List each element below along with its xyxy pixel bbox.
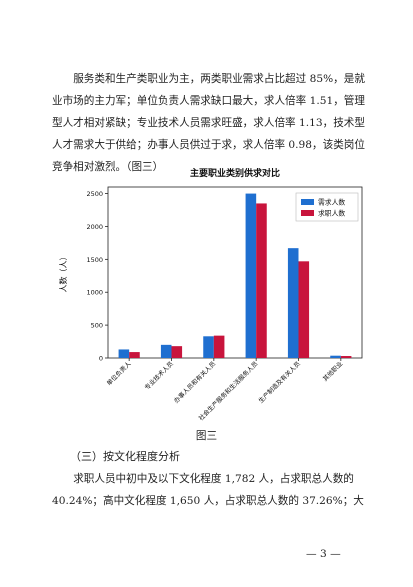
y-tick-label: 500 [91, 322, 103, 330]
bar-jobseeker [340, 356, 352, 358]
page-number: — 3 — [306, 548, 341, 560]
legend-label: 需求人数 [318, 198, 345, 207]
x-tick-label: 办事人员和有关人员 [172, 360, 217, 405]
bar-demand [287, 248, 299, 358]
x-tick-label: 生产制造及有关人员 [257, 360, 302, 405]
bar-demand [118, 349, 130, 358]
bar-jobseeker [298, 261, 310, 358]
y-tick-label: 1000 [86, 289, 103, 297]
bar-demand [245, 193, 257, 358]
x-tick-label: 单位负责人 [105, 360, 133, 388]
bar-demand [160, 344, 172, 358]
bar-demand [330, 355, 341, 358]
chart-title: 主要职业类别供求对比 [190, 167, 280, 179]
bar-jobseeker [129, 352, 140, 358]
x-tick-label: 其他职业 [321, 360, 344, 383]
body-paragraph-1: 服务类和生产类职业为主，两类职业需求占比超过 85%，是就业市场的主力军；单位负… [52, 73, 365, 173]
y-tick-label: 0 [99, 355, 103, 363]
figure-caption: 图三 [195, 430, 218, 442]
supply-demand-chart: 主要职业类别供求对比 0 500 1000 1500 2000 2500 人数（人） 单位负责人… [52, 165, 367, 425]
section-heading: （三）按文化程度分析 [70, 450, 180, 463]
x-tick-label: 专业技术人员 [143, 360, 175, 392]
y-axis-label: 人数（人） [58, 253, 68, 293]
y-tick-label: 2000 [86, 223, 103, 231]
bar-jobseeker [213, 335, 225, 358]
body-paragraph-2: 求职人员中初中及以下文化程度 1,782 人，占求职总人数的 40.24%；高中… [52, 473, 364, 507]
legend-box [295, 192, 359, 222]
legend-swatch [301, 199, 314, 205]
bar-demand [203, 336, 214, 358]
y-tick-label: 2500 [86, 190, 103, 198]
plot-frame [107, 186, 363, 359]
chart-svg: 主要职业类别供求对比 0 500 1000 1500 2000 2500 人数（人） 单位负责人… [58, 167, 363, 422]
bar-jobseeker [171, 346, 183, 358]
legend-label: 求职人数 [318, 209, 345, 218]
y-tick-label: 1500 [86, 256, 103, 264]
bar-jobseeker [256, 203, 267, 358]
legend-swatch [301, 210, 314, 216]
